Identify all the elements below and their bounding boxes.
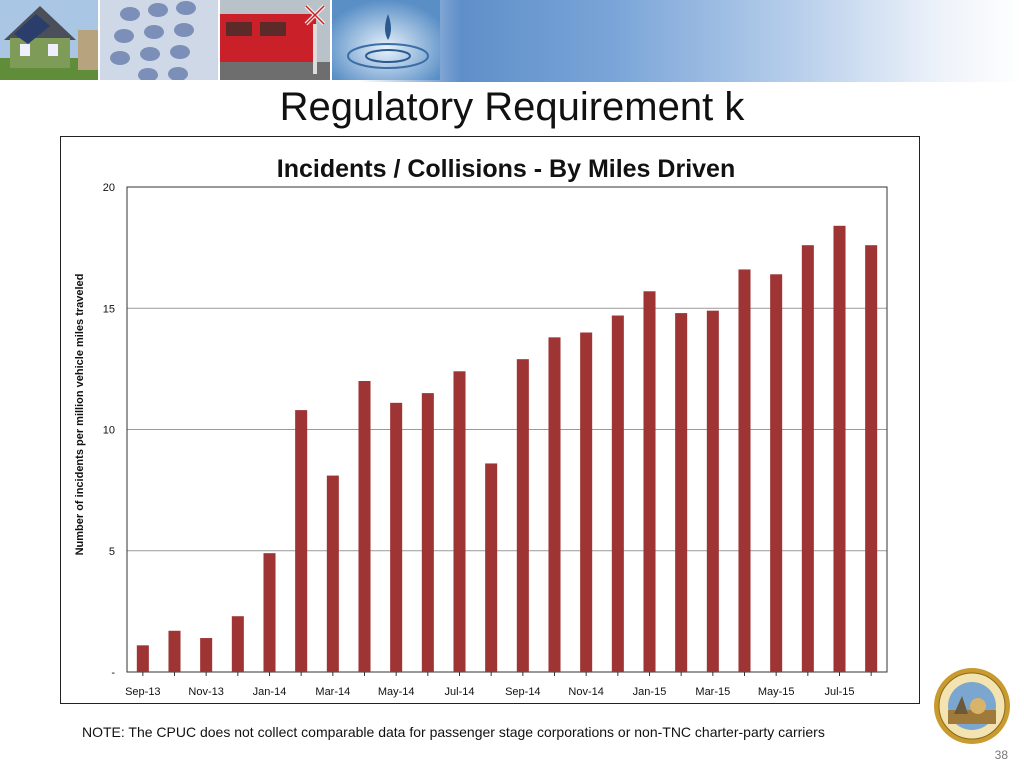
footer-note: NOTE: The CPUC does not collect comparab… [82, 724, 825, 740]
x-tick-label: Jan-14 [253, 686, 287, 698]
bar-dec-14 [611, 315, 624, 672]
house-solar-photo [0, 0, 98, 80]
y-tick-label: 5 [109, 546, 115, 558]
x-tick-label: Jan-15 [633, 686, 667, 698]
bar-mar-14 [326, 475, 339, 672]
x-tick-label: Jul-15 [825, 686, 855, 698]
y-tick-labels: - 5 10 15 20 [103, 182, 116, 679]
bar-jun-14 [421, 393, 434, 672]
bar-feb-15 [675, 313, 688, 672]
x-tick-label: Sep-13 [125, 686, 160, 698]
water-drop-photo [332, 0, 440, 80]
bars [136, 225, 878, 673]
bar-dec-13 [231, 616, 244, 672]
x-tick-label: Mar-15 [695, 686, 730, 698]
bar-sep-13 [136, 645, 149, 672]
y-tick-label: 10 [103, 425, 115, 437]
x-tick-label: Mar-14 [315, 686, 350, 698]
x-tick-label: Nov-13 [188, 686, 223, 698]
page-number: 38 [994, 748, 1008, 762]
bar-jan-14 [263, 553, 276, 672]
cpuc-seal-logo [932, 666, 1012, 746]
bar-sep-14 [516, 359, 529, 672]
bar-feb-14 [295, 410, 308, 672]
plot-area-border [126, 186, 888, 673]
bar-aug-14 [485, 463, 498, 672]
y-tick-label: 15 [103, 303, 115, 315]
bar-jul-14 [453, 371, 466, 672]
bar-chart: Incidents / Collisions - By Miles Driven… [74, 155, 888, 698]
slide-title: Regulatory Requirement k [279, 85, 745, 129]
bar-jun-15 [801, 245, 814, 672]
x-tick-label: Jul-14 [445, 686, 475, 698]
bar-may-15 [770, 274, 783, 672]
y-tick-label: - [111, 667, 115, 679]
bar-apr-15 [738, 269, 751, 672]
x-tick-labels: Sep-13 Nov-13 Jan-14 Mar-14 May-14 Jul-14 Sep-… [125, 686, 854, 698]
bar-oct-14 [548, 337, 561, 672]
y-axis-label: Number of incidents per million vehicle … [74, 274, 86, 556]
bar-jul-15 [833, 225, 846, 673]
bar-oct-13 [168, 630, 181, 672]
x-tick-label: May-15 [758, 686, 795, 698]
x-tick-label: May-14 [378, 686, 415, 698]
train-crossing-photo [220, 0, 330, 80]
bar-apr-14 [358, 381, 371, 672]
x-tick-label: Sep-14 [505, 686, 540, 698]
bar-nov-13 [200, 638, 213, 672]
y-tick-label: 20 [103, 182, 115, 194]
x-tick-label: Nov-14 [568, 686, 603, 698]
bar-mar-15 [706, 310, 719, 672]
chart-title: Incidents / Collisions - By Miles Driven [277, 155, 735, 183]
axes [126, 186, 888, 676]
bar-may-14 [390, 402, 403, 672]
bar-jan-15 [643, 291, 656, 672]
phone-keypad-photo [100, 0, 218, 80]
bar-nov-14 [580, 332, 593, 672]
bar-aug-15 [865, 245, 878, 672]
chart-frame: Incidents / Collisions - By Miles Driven… [60, 136, 920, 704]
